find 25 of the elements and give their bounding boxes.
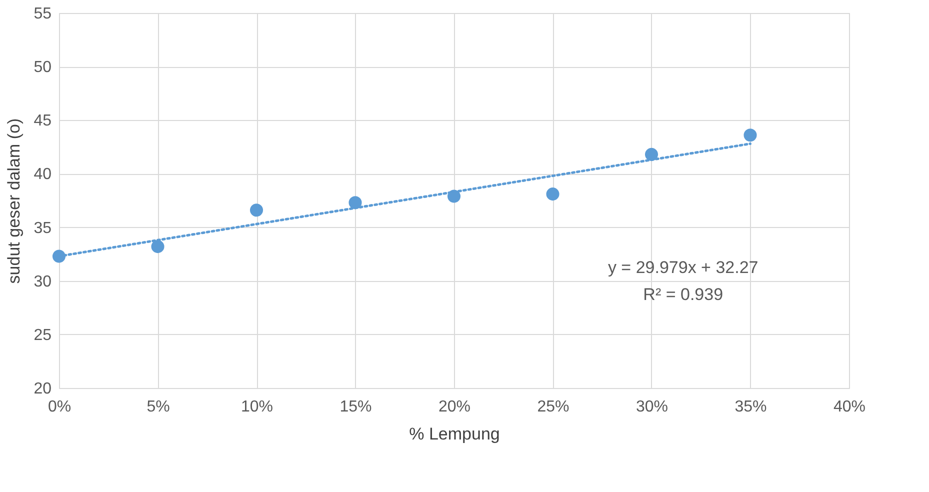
y-tick-label: 25 [34,326,52,344]
x-tick-label: 30% [636,398,668,416]
y-tick-label: 45 [34,112,52,130]
x-tick-label: 0% [48,398,72,416]
x-tick-label: 25% [537,398,570,416]
x-tick-label: 40% [833,398,866,416]
x-tick-label: 20% [438,398,471,416]
point [744,128,757,142]
y-tick-label: 20 [34,380,52,398]
x-axis-title: % Lempung [409,424,500,444]
y-tick-label: 40 [34,166,52,184]
y-axis-title: sudut geser dalam (o) [4,118,24,284]
annotation: y = 29.979x + 32.27 [608,258,758,277]
y-tick-label: 35 [34,220,52,237]
point [151,240,164,254]
annotation: R² = 0.939 [643,285,724,304]
x-tick-label: 35% [734,398,767,416]
y-tick-label: 30 [34,273,52,290]
point [250,204,264,217]
x-tick-label: 5% [146,398,170,416]
y-tick-label: 50 [34,59,52,76]
point [546,188,560,201]
x-tick-label: 15% [340,398,372,416]
x-tick-label: 10% [240,398,274,416]
y-tick-label: 55 [34,6,52,22]
